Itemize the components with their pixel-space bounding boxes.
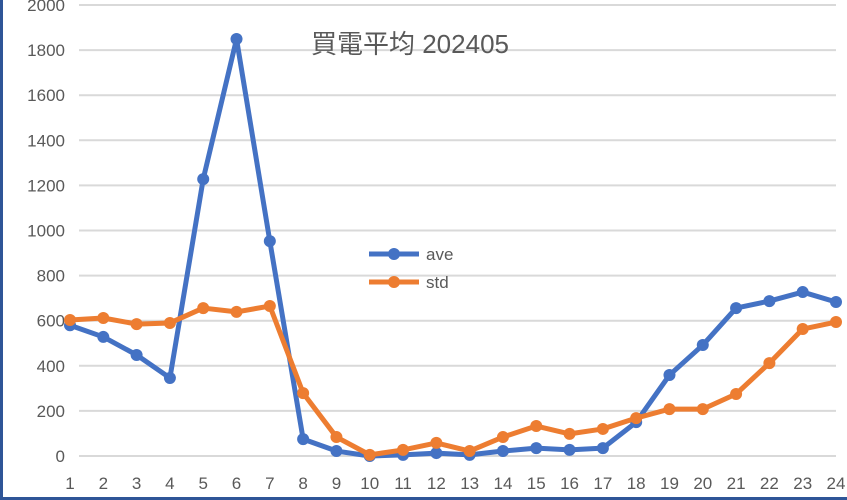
x-tick-label: 9 <box>332 474 341 493</box>
data-point-marker <box>430 436 443 449</box>
y-tick-label: 800 <box>37 267 65 286</box>
x-tick-label: 6 <box>232 474 241 493</box>
data-point-marker <box>130 348 143 361</box>
y-axis-labels: 0 200 400 600 800 1000 1200 1400 1600 1800 2000 <box>27 0 65 466</box>
legend-item-std: std <box>369 273 449 292</box>
data-point-marker <box>297 387 310 400</box>
data-point-marker <box>763 357 776 370</box>
data-point-marker <box>64 314 76 327</box>
data-point-marker <box>197 173 210 186</box>
data-point-marker <box>297 433 310 446</box>
x-tick-label: 17 <box>593 474 612 493</box>
legend-label: std <box>426 273 449 292</box>
x-tick-label: 24 <box>827 474 846 493</box>
data-point-marker <box>796 323 809 336</box>
data-point-marker <box>696 403 709 416</box>
x-tick-label: 22 <box>760 474 779 493</box>
data-point-marker <box>563 427 576 440</box>
x-tick-label: 21 <box>727 474 746 493</box>
data-point-marker <box>463 445 476 458</box>
data-point-marker <box>630 412 643 425</box>
data-point-marker <box>330 431 343 444</box>
x-tick-label: 19 <box>660 474 679 493</box>
x-tick-label: 12 <box>427 474 446 493</box>
legend-label: ave <box>426 245 453 264</box>
y-tick-label: 1600 <box>27 86 65 105</box>
y-tick-label: 1200 <box>27 176 65 195</box>
data-point-marker <box>530 442 543 455</box>
data-point-marker <box>263 300 276 313</box>
data-point-marker <box>97 330 110 343</box>
data-point-marker <box>730 387 743 400</box>
data-point-marker <box>363 448 376 461</box>
data-point-marker <box>430 447 443 460</box>
series-line <box>67 36 839 459</box>
y-tick-label: 600 <box>37 312 65 331</box>
legend-item-ave: ave <box>369 245 453 264</box>
data-point-marker <box>230 305 243 318</box>
x-tick-label: 23 <box>793 474 812 493</box>
gridlines <box>79 4 836 457</box>
data-point-marker <box>663 403 676 416</box>
y-tick-label: 1000 <box>27 222 65 241</box>
x-tick-label: 16 <box>560 474 579 493</box>
x-tick-label: 1 <box>65 474 74 493</box>
data-point-marker <box>496 431 509 444</box>
data-point-marker <box>230 33 243 46</box>
data-point-marker <box>796 286 809 299</box>
x-tick-label: 20 <box>693 474 712 493</box>
data-point-marker <box>830 295 842 308</box>
data-point-marker <box>596 422 609 435</box>
x-tick-label: 5 <box>198 474 207 493</box>
data-point-marker <box>496 445 509 458</box>
x-tick-label: 8 <box>298 474 307 493</box>
x-tick-label: 18 <box>627 474 646 493</box>
x-axis-labels: 1 2 3 4 5 6 7 8 9 10 11 12 13 14 15 16 17 18 19 20 21 22 23 24 <box>65 474 845 493</box>
y-tick-label: 200 <box>37 402 65 421</box>
data-point-marker <box>530 420 543 433</box>
data-point-marker <box>663 369 676 382</box>
y-tick-label: 400 <box>37 357 65 376</box>
x-tick-label: 4 <box>165 474 174 493</box>
y-tick-label: 1400 <box>27 131 65 150</box>
data-series <box>64 33 842 462</box>
y-tick-label: 2000 <box>27 0 65 15</box>
data-point-marker <box>263 235 276 248</box>
legend: ave std <box>369 245 453 292</box>
data-point-marker <box>596 442 609 455</box>
x-tick-label: 11 <box>394 474 412 493</box>
data-point-marker <box>163 316 176 329</box>
y-tick-label: 0 <box>56 447 65 466</box>
data-point-marker <box>563 443 576 456</box>
legend-marker-icon <box>388 248 400 260</box>
data-point-marker <box>130 318 143 331</box>
data-point-marker <box>696 339 709 352</box>
data-point-marker <box>197 302 210 315</box>
x-tick-label: 13 <box>460 474 479 493</box>
data-point-marker <box>163 371 176 384</box>
data-point-marker <box>397 443 410 456</box>
x-tick-label: 14 <box>493 474 512 493</box>
data-point-marker <box>330 445 343 458</box>
x-tick-label: 3 <box>132 474 141 493</box>
x-tick-label: 2 <box>99 474 108 493</box>
series-line <box>67 303 839 458</box>
data-point-marker <box>830 316 842 329</box>
series-std <box>64 300 842 461</box>
data-point-marker <box>763 295 776 308</box>
x-tick-label: 15 <box>527 474 546 493</box>
data-point-marker <box>730 302 743 315</box>
x-tick-label: 10 <box>360 474 379 493</box>
data-point-marker <box>97 311 110 324</box>
chart-title: 買電平均 202405 <box>311 29 509 59</box>
legend-marker-icon <box>388 276 400 288</box>
x-tick-label: 7 <box>265 474 274 493</box>
y-tick-label: 1800 <box>27 41 65 60</box>
